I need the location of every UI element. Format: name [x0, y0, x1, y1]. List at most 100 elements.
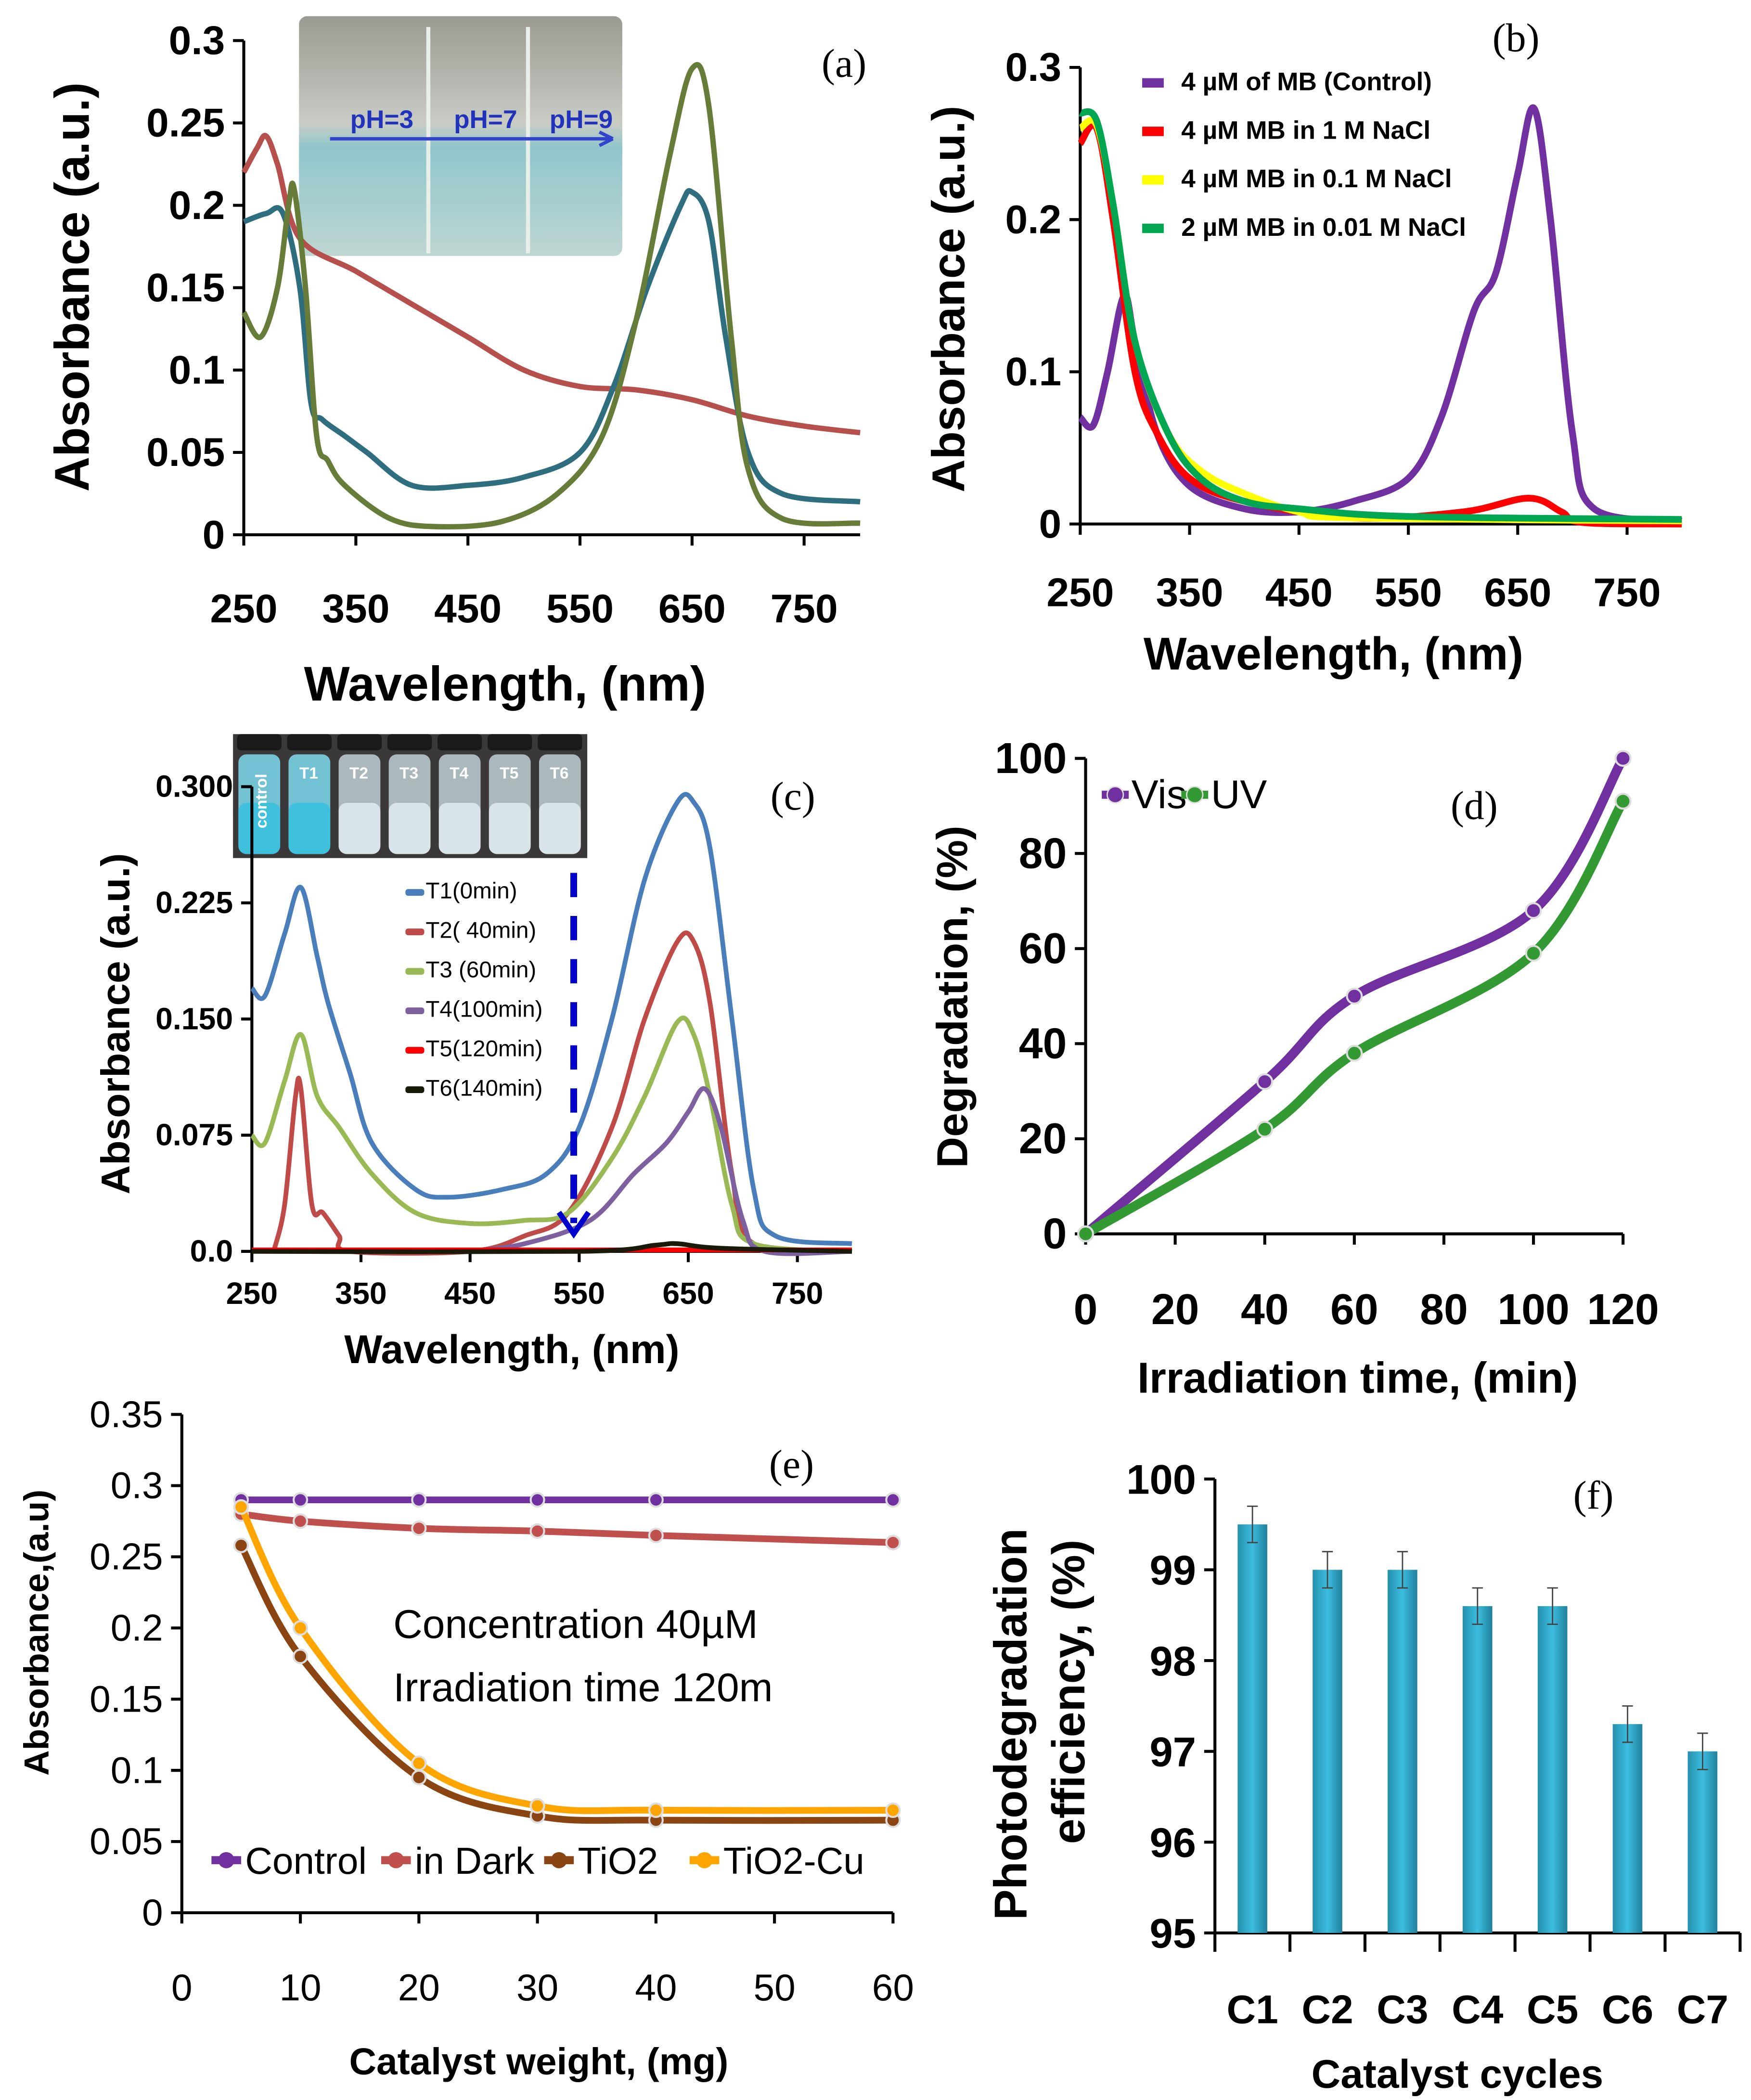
data-point	[411, 1755, 427, 1771]
inset-vial-label: T5	[500, 765, 518, 783]
data-point	[529, 1798, 545, 1814]
legend-label: UV	[1211, 772, 1267, 817]
x-tick-label: 650	[1484, 569, 1551, 615]
data-point	[411, 1769, 427, 1786]
vial-cap	[437, 734, 482, 750]
y-tick-label: 97	[1150, 1728, 1197, 1775]
x-tick-label: 60	[1330, 1285, 1378, 1333]
chart-panel-a: 250 350 450 550 650 750 0 0.05 0.1 0.15 0.2 0.25 0.3	[146, 18, 861, 631]
inset-vial-label: T6	[550, 765, 568, 783]
legend-label: TiO2	[578, 1840, 658, 1882]
y-tick-label: 0.3	[111, 1464, 163, 1507]
inset-ph-label: pH=3	[350, 105, 413, 134]
x-tick-label: C5	[1527, 1986, 1578, 2032]
legend-swatch	[405, 968, 425, 975]
data-point	[1614, 793, 1632, 810]
x-tick-label: 550	[546, 586, 614, 631]
annotation-concentration: Concentration 40µM	[393, 1601, 758, 1647]
bar-C3	[1388, 1570, 1417, 1933]
y-tick-label: 0.3	[169, 18, 225, 63]
legend-swatch	[405, 1007, 425, 1015]
data-point	[885, 1492, 901, 1508]
y-tick-label: 40	[1019, 1019, 1067, 1068]
panel-label-d: (d)	[1451, 784, 1498, 828]
x-tick-label: C1	[1226, 1986, 1278, 2032]
y-tick-label: 20	[1019, 1114, 1067, 1162]
legend-label: TiO2-Cu	[723, 1840, 864, 1882]
vial-cap	[287, 734, 332, 750]
series-line-e-2	[241, 1510, 893, 1546]
y-tick-label: 0.05	[146, 429, 225, 475]
x-tick-label: C7	[1677, 1986, 1728, 2032]
x-tick-label: 550	[1375, 569, 1442, 615]
series-line-a-2	[243, 188, 861, 505]
vial-liquid	[288, 802, 331, 854]
legend-label: Vis	[1132, 772, 1187, 817]
series-line-c-2	[271, 930, 852, 1256]
data-point	[885, 1534, 901, 1550]
vial-cap	[337, 734, 382, 750]
vial-liquid	[539, 802, 581, 854]
xlabel-b: Wavelength, (nm)	[1144, 629, 1523, 680]
legend-swatch	[405, 1086, 425, 1094]
data-point	[1346, 988, 1363, 1005]
x-tick-label: 120	[1587, 1285, 1659, 1333]
panel-label-e: (e)	[769, 1442, 814, 1487]
series-line-c-6	[252, 1241, 852, 1254]
y-tick-label: 0.15	[146, 265, 225, 310]
series-line-c-4	[469, 1086, 852, 1256]
ylabel-c: Absorbance (a.u.)	[93, 853, 138, 1194]
x-tick-label: 100	[1497, 1285, 1569, 1333]
series-line-a-3	[241, 62, 861, 530]
legend-swatch	[405, 928, 425, 936]
x-tick-label: 0	[1074, 1285, 1098, 1333]
ylabel-d: Degradation, (%)	[928, 825, 976, 1168]
legend-marker	[696, 1852, 713, 1868]
xlabel-a: Wavelength, (nm)	[304, 657, 707, 711]
chart-panel-f: 95 96 97 98 99 100 C1 C2 C3 C4 C5 C6 C7	[1126, 1456, 1742, 2032]
bar-C6	[1612, 1724, 1643, 1933]
y-tick-label: 0	[1043, 1210, 1067, 1258]
panel-label-a: (a)	[822, 41, 866, 86]
y-tick-label: 96	[1150, 1819, 1197, 1866]
y-tick-label: 0.35	[90, 1393, 163, 1435]
x-tick-label: 20	[398, 1966, 440, 2009]
x-tick-label: 450	[1265, 569, 1333, 615]
bar-C1	[1237, 1524, 1267, 1933]
inset-vial-label: T2	[349, 765, 368, 783]
vial-liquid	[338, 802, 381, 854]
x-tick-label: 40	[635, 1966, 677, 2009]
x-tick-label: 250	[1046, 569, 1114, 615]
legend-label: T2( 40min)	[425, 918, 536, 943]
series-line-b-4	[1079, 108, 1682, 523]
data-point	[529, 1523, 545, 1539]
annotation-irradiation: Irradiation time 120m	[393, 1665, 772, 1710]
x-tick-label: 450	[444, 1276, 496, 1311]
chart-panel-b: 250 350 450 550 650 750 0 0.1 0.2 0.3 4 µM of MB (…	[1005, 44, 1683, 615]
data-point	[885, 1802, 901, 1818]
y-tick-label: 0.150	[155, 1001, 233, 1036]
vial-liquid	[238, 802, 281, 854]
data-point	[233, 1499, 249, 1515]
y-tick-label: 100	[1126, 1456, 1196, 1503]
inset-photo-ph: pH=3 pH=7 pH=9	[299, 16, 622, 256]
bar-C5	[1537, 1606, 1568, 1933]
inset-vial-label: T3	[399, 765, 418, 783]
series-line-c-3	[250, 1016, 852, 1254]
x-tick-label: 350	[1156, 569, 1223, 615]
bar-C2	[1313, 1570, 1342, 1933]
legend-swatch	[1142, 78, 1164, 88]
legend-marker	[218, 1852, 234, 1868]
x-tick-label: 60	[872, 1966, 914, 2009]
data-point	[292, 1620, 309, 1636]
y-tick-label: 0.1	[111, 1749, 163, 1791]
y-tick-label: 80	[1019, 829, 1067, 877]
vial-cap	[538, 734, 582, 750]
x-tick-label: 0	[171, 1966, 193, 2009]
data-point	[1256, 1073, 1274, 1090]
series-line-e-3	[238, 1544, 893, 1824]
legend-label: 4 µM MB in 0.1 M NaCl	[1181, 165, 1452, 193]
series-line-e-4	[238, 1505, 893, 1815]
legend-label: T3 (60min)	[425, 957, 536, 983]
y-tick-label: 95	[1150, 1910, 1197, 1957]
